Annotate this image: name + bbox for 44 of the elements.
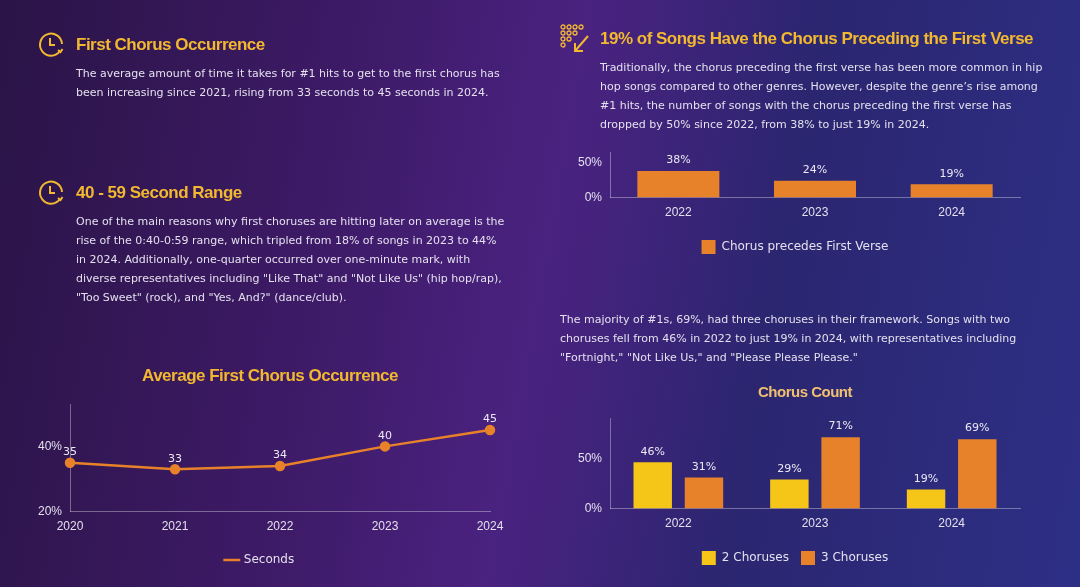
x-tick-label: 2023: [371, 519, 399, 534]
x-tick-label: 2023: [801, 205, 829, 220]
chart-title: 19% of Songs Have the Chorus Preceding the First Verse: [600, 29, 1034, 49]
y-tick-label: 40%: [37, 438, 63, 453]
x-tick-label: 2022: [665, 205, 693, 220]
y-tick-label: 50%: [577, 450, 603, 465]
data-label: 31%: [691, 459, 717, 473]
legend-label: 3 Choruses: [821, 550, 889, 565]
text: First Chorus Occurrence: [76, 35, 265, 55]
data-label: 46%: [640, 444, 665, 458]
data-label: 35: [63, 445, 78, 459]
data-label: 24%: [802, 163, 828, 177]
data-label: 38%: [666, 153, 691, 167]
chart-title: Average First Chorus Occurrence: [141, 366, 399, 386]
chart-title: Chorus Count: [757, 383, 854, 400]
x-tick-label: 2020: [56, 519, 84, 534]
data-label: 29%: [777, 461, 802, 475]
text: One of the main reasons why first choruses are hitting later on average is the rise of the 0:40-0:59 range, which tripled from 18% of songs in 2023 to 44% in 2024. Additionally, one-quarter occurred over one-minute mark, with diverse representatives including "Like That" and "Not Like Us" (hip hop/rap), "Too Sweet" (rock), and "Yes, And?" (dance/club).: [75, 214, 506, 306]
x-tick-label: 2024: [476, 519, 504, 534]
data-label: 33: [168, 451, 183, 465]
text: The majority of #1s, 69%, had three choruses in their framework. Songs with two choruses fell from 46% in 2022 to just 19% in 2024, with representatives including "Fortnight," "Not Like Us," and "Please Please Please.": [560, 312, 1018, 366]
data-label: 19%: [913, 471, 939, 485]
data-label: 69%: [965, 421, 990, 435]
x-tick-label: 2024: [938, 205, 966, 220]
data-label: 34: [273, 448, 288, 462]
x-tick-label: 2022: [266, 519, 294, 534]
data-label: 40: [378, 428, 392, 442]
data-label: 19%: [939, 166, 964, 180]
legend-label: Seconds: [243, 552, 295, 567]
data-label: 71%: [828, 419, 853, 433]
x-tick-label: 2021: [161, 519, 189, 534]
x-tick-label: 2023: [801, 516, 829, 531]
chart-subtitle: Traditionally, the chorus preceding the first verse has been more common in hip hop songs compared to other genres. However, despite the genre’s rise among #1 hits, the number of songs with the chorus preceding the first verse has dropped by 50% since 2022, from 38% to just 19% in 2024.: [599, 60, 1044, 133]
data-label: 45: [483, 412, 497, 426]
y-tick-label: 0%: [584, 189, 603, 204]
text: The average amount of time it takes for #1 hits to get to the first chorus has been increasing since 2021, rising from 33 seconds to 45 seconds in 2024.: [75, 66, 501, 101]
x-tick-label: 2024: [938, 516, 966, 531]
y-tick-label: 20%: [37, 503, 63, 518]
legend-label: Chorus precedes First Verse: [721, 239, 889, 254]
x-tick-label: 2022: [665, 516, 693, 531]
text: 40 - 59 Second Range: [76, 183, 242, 203]
y-tick-label: 50%: [577, 154, 603, 169]
legend-label: 2 Choruses: [721, 550, 789, 565]
y-tick-label: 0%: [584, 500, 603, 515]
